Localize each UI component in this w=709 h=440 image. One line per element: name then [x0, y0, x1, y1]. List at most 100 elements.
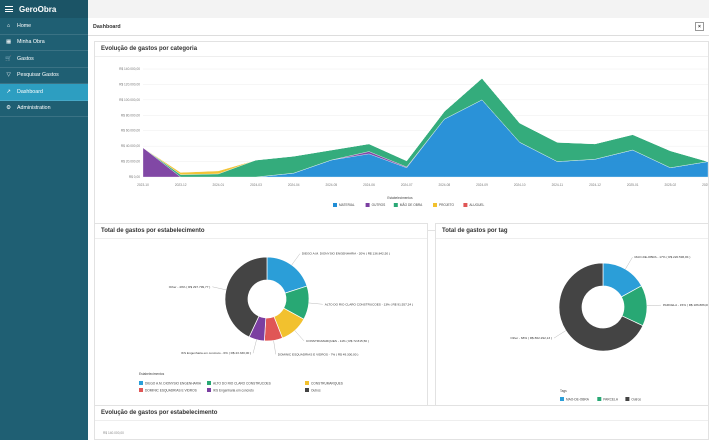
legend-swatch	[433, 203, 437, 207]
card-title: Evolução de gastos por estabelecimento	[95, 406, 708, 421]
x-tick-label: 2024-08	[438, 183, 450, 187]
x-tick-label: 2025-03	[702, 183, 708, 187]
close-icon[interactable]: ×	[695, 22, 704, 31]
chart-icon: ↗	[6, 88, 11, 95]
sidebar-item-label: Home	[17, 22, 32, 29]
home-icon: ⌂	[6, 22, 11, 29]
menu-icon[interactable]	[5, 6, 13, 12]
legend-swatch	[560, 397, 564, 401]
tag-total-card: Total de gastos por tag MAO-DE-OBRA - 17…	[435, 223, 709, 413]
legend-title: Tags	[560, 389, 567, 393]
pie-label-leader	[252, 339, 257, 354]
legend-swatch	[393, 203, 398, 207]
sidebar-item-home[interactable]: ⌂ Home	[0, 18, 88, 35]
x-tick-label: 2024-09	[476, 183, 488, 187]
app-header: GeroObra	[0, 0, 88, 18]
x-tick-label: 2024-12	[589, 183, 601, 187]
pie-slice-label: ALTO DO RIO CLARO CONSTRUCOES - 13% ( R$…	[325, 302, 413, 306]
sidebar-item-label: Gastos	[17, 55, 34, 62]
x-tick-label: 2023-10	[137, 183, 149, 187]
legend-swatch	[305, 381, 309, 385]
sidebar-item-label: Dashboard	[17, 88, 43, 95]
x-tick-label: 2025-02	[664, 183, 676, 187]
legend-swatch	[305, 388, 309, 392]
pie-slice-label: Other - 68% ( R$ 862.292,13 )	[510, 336, 552, 340]
axis-tick-label: R$ 140.000,00	[103, 431, 124, 435]
pie-label-leader	[625, 256, 633, 270]
main-content: Dashboard × Evolução de gastos por categ…	[88, 18, 709, 440]
legend-swatch	[207, 381, 211, 385]
legend-label: MATERIAL	[339, 203, 355, 207]
legend-swatch	[139, 381, 143, 385]
legend-label: DOMINIC ESQUADRIAS E VIDROS	[145, 389, 197, 393]
legend-label: MAO-DE-OBRA	[566, 398, 590, 402]
filter-icon: ▽	[6, 72, 11, 79]
y-tick-label: R$ 140.000,00	[119, 67, 140, 71]
x-tick-label: 2024-03	[250, 183, 262, 187]
sidebar-item-gastos[interactable]: 🛒 Gastos	[0, 51, 88, 68]
pie-label-leader	[212, 286, 227, 291]
sidebar-item-minha-obra[interactable]: ▦ Minha Obra	[0, 35, 88, 51]
legend-label: Outros	[311, 389, 321, 393]
page-header: Dashboard ×	[88, 18, 709, 36]
legend-swatch	[597, 397, 602, 401]
legend-label: PROJETO	[439, 203, 455, 207]
pie-slice	[558, 262, 644, 352]
legend-swatch	[365, 203, 370, 207]
pie-slice	[224, 256, 268, 338]
sidebar: GeroObra ⌂ Home ▦ Minha Obra 🛒 Gastos ▽ Pesq…	[0, 0, 88, 440]
pie-label-leader	[308, 302, 323, 305]
sidebar-item-administration[interactable]: ⚙ Administration	[0, 101, 88, 117]
pie-slice-label: DOMINIC ESQUADRIAS E VIDROS - 7% ( R$ 49…	[278, 352, 359, 356]
sidebar-item-label: Minha Obra	[17, 39, 45, 46]
page-title: Dashboard	[93, 23, 121, 30]
store-pie-chart: DIEGO A.M. DIONYSIO ENGENHARIA - 20% ( R…	[139, 252, 413, 393]
legend-label: Outros	[631, 398, 641, 402]
category-area-chart: R$ 0,00 R$ 20.000,00 R$ 40.000,00 R$ 60.000…	[119, 67, 709, 207]
legend-label: ALUGUEL	[469, 203, 484, 207]
sidebar-item-dashboard[interactable]: ↗ Dashboard	[0, 84, 88, 101]
y-tick-label: R$ 0,00	[129, 175, 140, 179]
pie-slice-label: PARCELA - 15% ( R$ 186.886,00 )	[663, 303, 708, 307]
x-tick-label: 2024-06	[363, 183, 375, 187]
y-tick-label: R$ 20.000,00	[121, 160, 140, 164]
pie-slice-label: DIEGO A.M. DIONYSIO ENGENHARIA - 20% ( R…	[302, 252, 390, 256]
card-title: Total de gastos por tag	[436, 224, 708, 239]
legend-label: MÃO DE OBRA	[400, 202, 423, 207]
legend-label: PARCELA	[603, 398, 619, 402]
sidebar-item-pesquisar-gastos[interactable]: ▽ Pesquisar Gastos	[0, 68, 88, 84]
pie-label-leader	[273, 340, 276, 355]
card-title: Evolução de gastos por categoria	[95, 42, 708, 57]
pie-label-leader	[553, 330, 566, 339]
building-icon: ▦	[5, 39, 11, 46]
store-evolution-card: Evolução de gastos por estabelecimento R…	[94, 405, 709, 440]
card-title: Total de gastos por estabelecimento	[95, 224, 427, 239]
pie-label-leader	[291, 253, 301, 266]
x-tick-label: 2024-05	[325, 183, 337, 187]
sidebar-item-label: Pesquisar Gastos	[17, 72, 59, 79]
sidebar-item-label: Administration	[17, 105, 51, 112]
x-tick-label: 2023-12	[175, 183, 187, 187]
tag-pie-chart: MAO-DE-OBRA - 17% ( R$ 220.596,84 ) PARCE…	[510, 255, 709, 402]
x-tick-label: 2024-01	[212, 183, 224, 187]
pie-slice-label: Other - 43% ( R$ 297.799,77 )	[169, 285, 211, 289]
pie-slice-label: MAO-DE-OBRA - 17% ( R$ 220.596,84 )	[635, 255, 691, 259]
pie-label-leader	[294, 330, 305, 342]
x-tick-label: 2024-04	[288, 183, 300, 187]
legend-swatch	[625, 397, 630, 401]
x-tick-label: 2025-01	[627, 183, 639, 187]
y-tick-label: R$ 120.000,00	[119, 82, 140, 86]
sidebar-nav: ⌂ Home ▦ Minha Obra 🛒 Gastos ▽ Pesquisar Gas…	[0, 18, 88, 117]
y-tick-label: R$ 80.000,00	[121, 113, 140, 117]
store-total-card: Total de gastos por estabelecimento DIEG…	[94, 223, 428, 413]
y-tick-label: R$ 40.000,00	[121, 144, 140, 148]
legend-swatch	[139, 388, 143, 392]
y-tick-label: R$ 100.000,00	[119, 98, 140, 102]
legend-label: OUTROS	[372, 203, 386, 207]
legend-swatch	[207, 388, 211, 392]
legend-swatch	[333, 203, 337, 207]
legend-label: CONSTRUMARQUES	[311, 382, 343, 386]
legend-swatch	[463, 203, 468, 207]
app-name: GeroObra	[19, 4, 57, 14]
legend-label: IKS Engenharia em concreto	[213, 389, 254, 393]
